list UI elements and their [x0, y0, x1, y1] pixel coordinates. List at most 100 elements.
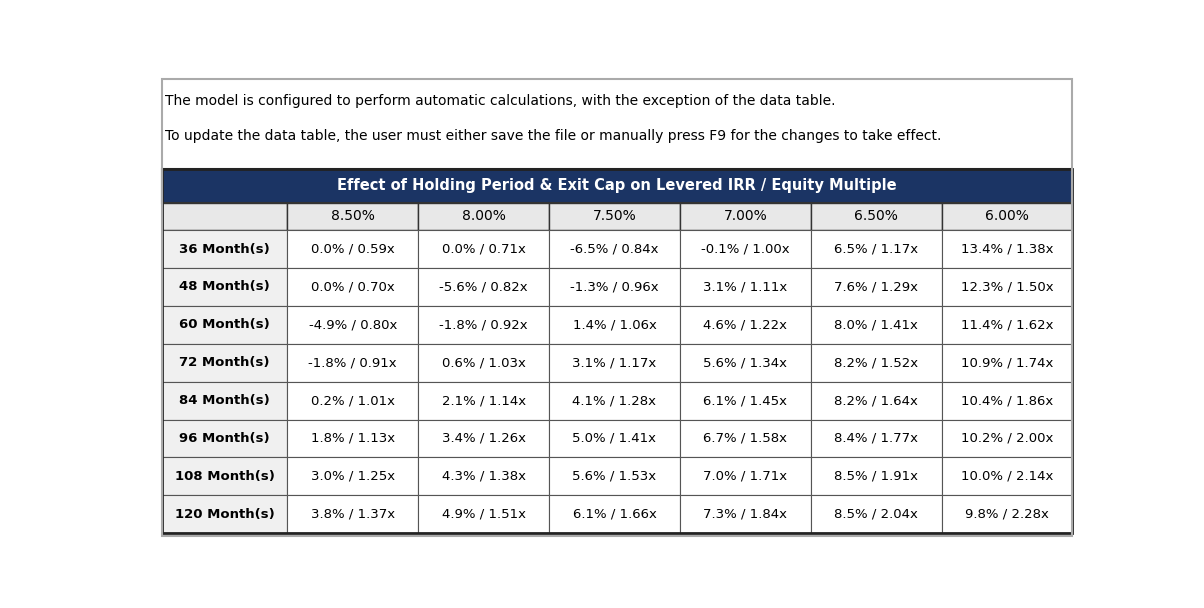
Bar: [161, 457, 288, 496]
Bar: [288, 496, 418, 533]
Text: 0.2% / 1.01x: 0.2% / 1.01x: [311, 394, 395, 407]
Text: 1.4% / 1.06x: 1.4% / 1.06x: [573, 319, 656, 331]
Bar: [942, 420, 1073, 457]
Text: 6.1% / 1.45x: 6.1% / 1.45x: [703, 394, 787, 407]
Text: 0.0% / 0.59x: 0.0% / 0.59x: [311, 243, 395, 255]
Text: 7.3% / 1.84x: 7.3% / 1.84x: [703, 508, 787, 520]
Bar: [549, 230, 680, 268]
Bar: [418, 230, 549, 268]
Text: 7.6% / 1.29x: 7.6% / 1.29x: [834, 280, 919, 294]
Text: 3.1% / 1.11x: 3.1% / 1.11x: [703, 280, 787, 294]
Bar: [942, 382, 1073, 420]
Text: 0.6% / 1.03x: 0.6% / 1.03x: [442, 356, 526, 369]
Text: 4.6% / 1.22x: 4.6% / 1.22x: [703, 319, 787, 331]
Text: Effect of Holding Period & Exit Cap on Levered IRR / Equity Multiple: Effect of Holding Period & Exit Cap on L…: [337, 178, 897, 193]
Text: 72 Month(s): 72 Month(s): [179, 356, 270, 369]
Bar: [288, 382, 418, 420]
Text: 8.5% / 2.04x: 8.5% / 2.04x: [834, 508, 919, 520]
Bar: [549, 457, 680, 496]
Bar: [161, 306, 288, 344]
Text: 36 Month(s): 36 Month(s): [179, 243, 270, 255]
Bar: [288, 203, 418, 230]
Bar: [161, 169, 1073, 533]
Text: 3.1% / 1.17x: 3.1% / 1.17x: [572, 356, 656, 369]
Text: To update the data table, the user must either save the file or manually press F: To update the data table, the user must …: [165, 129, 942, 143]
Bar: [942, 268, 1073, 306]
Text: 48 Month(s): 48 Month(s): [179, 280, 270, 294]
Text: 3.0% / 1.25x: 3.0% / 1.25x: [311, 470, 395, 483]
Bar: [418, 457, 549, 496]
Bar: [288, 344, 418, 382]
Text: -4.9% / 0.80x: -4.9% / 0.80x: [308, 319, 397, 331]
Bar: [942, 457, 1073, 496]
Text: 96 Month(s): 96 Month(s): [179, 432, 270, 445]
Bar: [418, 496, 549, 533]
Bar: [810, 382, 942, 420]
Text: 8.50%: 8.50%: [331, 210, 374, 224]
Bar: [810, 420, 942, 457]
Bar: [810, 457, 942, 496]
Text: -1.8% / 0.92x: -1.8% / 0.92x: [439, 319, 527, 331]
Bar: [680, 344, 810, 382]
Bar: [549, 420, 680, 457]
Bar: [288, 420, 418, 457]
Bar: [161, 268, 288, 306]
Bar: [288, 268, 418, 306]
Bar: [810, 203, 942, 230]
Text: 12.3% / 1.50x: 12.3% / 1.50x: [961, 280, 1054, 294]
Bar: [680, 457, 810, 496]
Text: 7.0% / 1.71x: 7.0% / 1.71x: [703, 470, 787, 483]
Text: 10.0% / 2.14x: 10.0% / 2.14x: [961, 470, 1054, 483]
Text: 8.2% / 1.52x: 8.2% / 1.52x: [834, 356, 919, 369]
Text: 4.9% / 1.51x: 4.9% / 1.51x: [442, 508, 526, 520]
Text: 5.6% / 1.53x: 5.6% / 1.53x: [572, 470, 656, 483]
Text: 8.5% / 1.91x: 8.5% / 1.91x: [834, 470, 919, 483]
Text: 3.4% / 1.26x: 3.4% / 1.26x: [442, 432, 526, 445]
Text: 8.0% / 1.41x: 8.0% / 1.41x: [834, 319, 919, 331]
Bar: [161, 420, 288, 457]
Text: 8.2% / 1.64x: 8.2% / 1.64x: [834, 394, 919, 407]
Text: 0.0% / 0.70x: 0.0% / 0.70x: [311, 280, 395, 294]
Bar: [549, 496, 680, 533]
Text: 4.1% / 1.28x: 4.1% / 1.28x: [572, 394, 656, 407]
Text: 120 Month(s): 120 Month(s): [175, 508, 275, 520]
Bar: [810, 230, 942, 268]
Bar: [680, 496, 810, 533]
Bar: [549, 344, 680, 382]
Bar: [942, 306, 1073, 344]
Text: -1.3% / 0.96x: -1.3% / 0.96x: [571, 280, 659, 294]
Text: 6.5% / 1.17x: 6.5% / 1.17x: [834, 243, 919, 255]
Bar: [810, 344, 942, 382]
Text: 2.1% / 1.14x: 2.1% / 1.14x: [442, 394, 526, 407]
Bar: [942, 344, 1073, 382]
Bar: [549, 382, 680, 420]
Bar: [680, 382, 810, 420]
Bar: [680, 306, 810, 344]
Text: 108 Month(s): 108 Month(s): [175, 470, 275, 483]
Bar: [288, 306, 418, 344]
Bar: [810, 306, 942, 344]
Bar: [161, 496, 288, 533]
Text: 6.50%: 6.50%: [854, 210, 898, 224]
Text: 60 Month(s): 60 Month(s): [179, 319, 270, 331]
Text: -1.8% / 0.91x: -1.8% / 0.91x: [308, 356, 397, 369]
Text: 10.9% / 1.74x: 10.9% / 1.74x: [961, 356, 1054, 369]
Text: 4.3% / 1.38x: 4.3% / 1.38x: [442, 470, 526, 483]
Text: 0.0% / 0.71x: 0.0% / 0.71x: [442, 243, 526, 255]
Text: 11.4% / 1.62x: 11.4% / 1.62x: [961, 319, 1054, 331]
Text: 1.8% / 1.13x: 1.8% / 1.13x: [311, 432, 395, 445]
Text: 6.1% / 1.66x: 6.1% / 1.66x: [573, 508, 656, 520]
Bar: [161, 382, 288, 420]
Text: 5.0% / 1.41x: 5.0% / 1.41x: [572, 432, 656, 445]
Text: 6.00%: 6.00%: [985, 210, 1029, 224]
Bar: [288, 230, 418, 268]
Bar: [680, 230, 810, 268]
Bar: [549, 306, 680, 344]
Bar: [810, 496, 942, 533]
Bar: [942, 203, 1073, 230]
Text: 3.8% / 1.37x: 3.8% / 1.37x: [311, 508, 395, 520]
Bar: [418, 382, 549, 420]
Bar: [418, 420, 549, 457]
Text: -6.5% / 0.84x: -6.5% / 0.84x: [571, 243, 659, 255]
Bar: [161, 344, 288, 382]
